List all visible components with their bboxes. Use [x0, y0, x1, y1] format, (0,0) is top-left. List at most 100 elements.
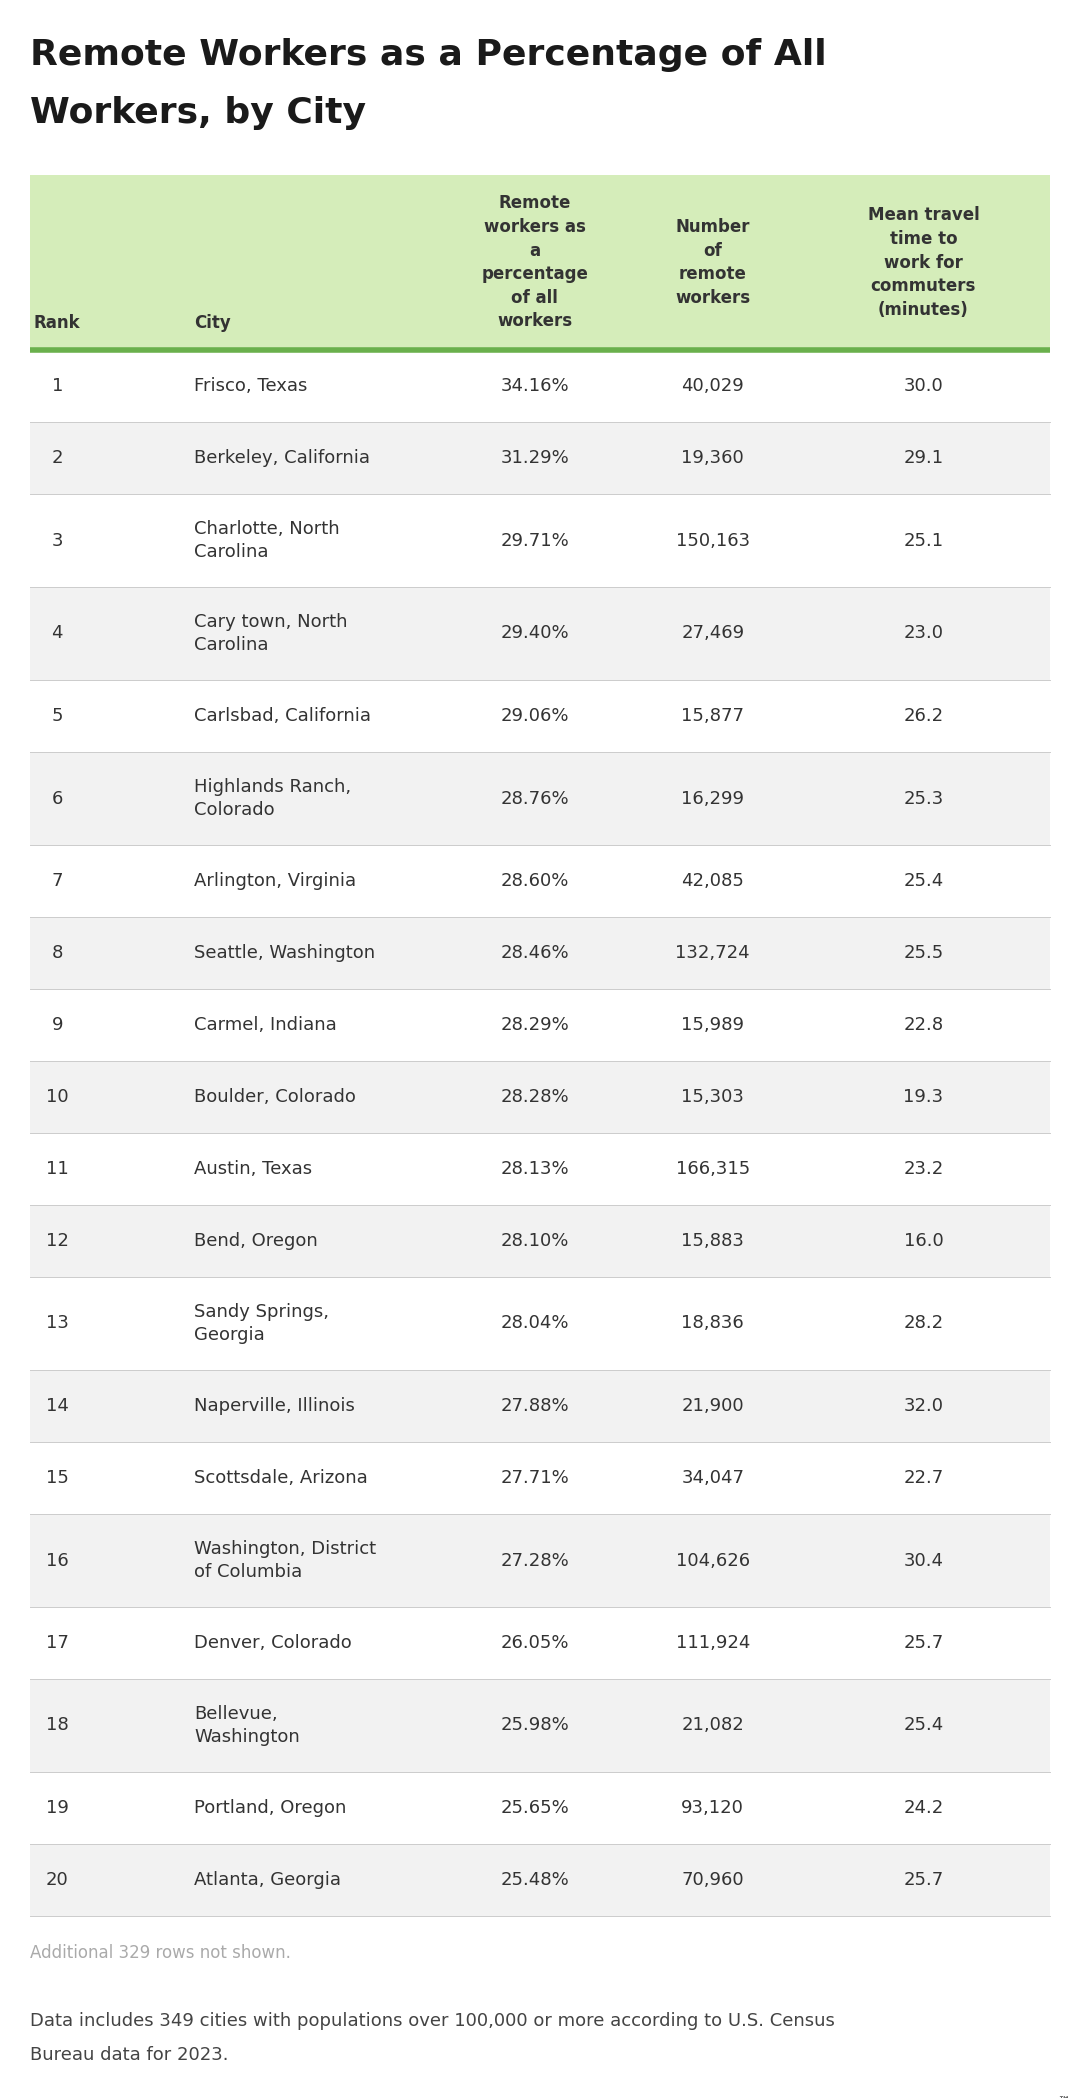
Text: 22.8: 22.8: [903, 1015, 944, 1034]
Text: 28.10%: 28.10%: [500, 1232, 569, 1250]
Text: Atlanta, Georgia: Atlanta, Georgia: [194, 1871, 341, 1888]
Bar: [30, 1204, 1050, 1278]
Text: 12: 12: [45, 1232, 69, 1250]
Text: 15,877: 15,877: [681, 707, 744, 726]
Text: 31.29%: 31.29%: [500, 449, 569, 468]
Text: 25.3: 25.3: [903, 789, 944, 808]
Text: City: City: [194, 315, 231, 331]
Text: 27.88%: 27.88%: [500, 1397, 569, 1414]
Text: 93,120: 93,120: [681, 1798, 744, 1817]
Text: Portland, Oregon: Portland, Oregon: [194, 1798, 347, 1817]
Text: Mean travel
time to
work for
commuters
(minutes): Mean travel time to work for commuters (…: [867, 206, 980, 319]
Text: 4: 4: [52, 625, 63, 642]
Text: Charlotte, North
Carolina: Charlotte, North Carolina: [194, 520, 339, 560]
Bar: [30, 350, 1050, 422]
Text: Austin, Texas: Austin, Texas: [194, 1160, 312, 1177]
Text: 1: 1: [52, 378, 63, 394]
Text: Sandy Springs,
Georgia: Sandy Springs, Georgia: [194, 1303, 329, 1345]
Text: Remote Workers as a Percentage of All: Remote Workers as a Percentage of All: [30, 38, 826, 71]
Text: 28.76%: 28.76%: [500, 789, 569, 808]
Text: Arlington, Virginia: Arlington, Virginia: [194, 873, 356, 890]
Text: 15,303: 15,303: [681, 1089, 744, 1106]
Text: 26.05%: 26.05%: [500, 1634, 569, 1651]
Bar: [30, 174, 1050, 350]
Bar: [30, 1062, 1050, 1133]
Bar: [30, 1278, 1050, 1370]
Text: 25.7: 25.7: [903, 1634, 944, 1651]
Text: 34,047: 34,047: [681, 1469, 744, 1487]
Text: 27.28%: 27.28%: [500, 1553, 569, 1569]
Bar: [30, 917, 1050, 988]
Text: 11: 11: [45, 1160, 69, 1177]
Text: 111,924: 111,924: [676, 1634, 750, 1651]
Text: 25.48%: 25.48%: [500, 1871, 569, 1888]
Text: 42,085: 42,085: [681, 873, 744, 890]
Bar: [30, 1370, 1050, 1441]
Text: 16: 16: [45, 1553, 69, 1569]
Text: 10: 10: [46, 1089, 68, 1106]
Text: 5: 5: [52, 707, 63, 726]
Bar: [30, 1515, 1050, 1607]
Text: 28.46%: 28.46%: [500, 944, 569, 963]
Text: Naperville, Illinois: Naperville, Illinois: [194, 1397, 355, 1414]
Text: 28.2: 28.2: [903, 1315, 944, 1332]
Text: 25.4: 25.4: [903, 873, 944, 890]
Text: 28.13%: 28.13%: [500, 1160, 569, 1177]
Text: 2: 2: [52, 449, 63, 468]
Text: Carlsbad, California: Carlsbad, California: [194, 707, 372, 726]
Text: 17: 17: [45, 1634, 69, 1651]
Text: 27,469: 27,469: [681, 625, 744, 642]
Text: 104,626: 104,626: [676, 1553, 750, 1569]
Text: Boulder, Colorado: Boulder, Colorado: [194, 1089, 356, 1106]
Bar: [30, 1678, 1050, 1773]
Bar: [30, 1844, 1050, 1915]
Text: Denver, Colorado: Denver, Colorado: [194, 1634, 352, 1651]
Text: 7: 7: [52, 873, 63, 890]
Text: Workers, by City: Workers, by City: [30, 97, 366, 130]
Text: Number
of
remote
workers: Number of remote workers: [675, 218, 751, 306]
Text: 13: 13: [45, 1315, 69, 1332]
Bar: [30, 422, 1050, 493]
Text: 25.98%: 25.98%: [500, 1716, 569, 1735]
Text: Frisco, Texas: Frisco, Texas: [194, 378, 308, 394]
Text: 150,163: 150,163: [676, 531, 750, 550]
Text: 19.3: 19.3: [903, 1089, 944, 1106]
Bar: [30, 680, 1050, 751]
Text: 132,724: 132,724: [675, 944, 751, 963]
Text: 25.4: 25.4: [903, 1716, 944, 1735]
Text: 29.1: 29.1: [903, 449, 944, 468]
Text: Berkeley, California: Berkeley, California: [194, 449, 370, 468]
Text: Scottsdale, Arizona: Scottsdale, Arizona: [194, 1469, 368, 1487]
Text: 28.04%: 28.04%: [500, 1315, 569, 1332]
Text: 25.1: 25.1: [903, 531, 944, 550]
Text: 32.0: 32.0: [903, 1397, 944, 1414]
Text: 8: 8: [52, 944, 63, 963]
Text: 25.7: 25.7: [903, 1871, 944, 1888]
Text: 15,989: 15,989: [681, 1015, 744, 1034]
Text: 3: 3: [52, 531, 63, 550]
Text: 19: 19: [45, 1798, 69, 1817]
Text: 28.60%: 28.60%: [500, 873, 569, 890]
Bar: [30, 1773, 1050, 1844]
Text: 19,360: 19,360: [681, 449, 744, 468]
Text: 18,836: 18,836: [681, 1315, 744, 1332]
Text: Additional 329 rows not shown.: Additional 329 rows not shown.: [30, 1945, 292, 1962]
Text: 21,900: 21,900: [681, 1397, 744, 1414]
Text: 28.29%: 28.29%: [500, 1015, 569, 1034]
Text: Seattle, Washington: Seattle, Washington: [194, 944, 375, 963]
Bar: [30, 587, 1050, 680]
Text: 15,883: 15,883: [681, 1232, 744, 1250]
Text: 166,315: 166,315: [676, 1160, 750, 1177]
Bar: [30, 1441, 1050, 1515]
Text: 28.28%: 28.28%: [500, 1089, 569, 1106]
Text: 15: 15: [45, 1469, 69, 1487]
Bar: [30, 988, 1050, 1062]
Text: 23.2: 23.2: [903, 1160, 944, 1177]
Text: 29.06%: 29.06%: [500, 707, 569, 726]
Text: Remote
workers as
a
percentage
of all
workers: Remote workers as a percentage of all wo…: [482, 195, 588, 331]
Text: Data includes 349 cities with populations over 100,000 or more according to U.S.: Data includes 349 cities with population…: [30, 2012, 835, 2031]
Bar: [30, 1607, 1050, 1678]
Text: 24.2: 24.2: [903, 1798, 944, 1817]
Text: 23.0: 23.0: [903, 625, 944, 642]
Text: Cary town, North
Carolina: Cary town, North Carolina: [194, 613, 348, 655]
